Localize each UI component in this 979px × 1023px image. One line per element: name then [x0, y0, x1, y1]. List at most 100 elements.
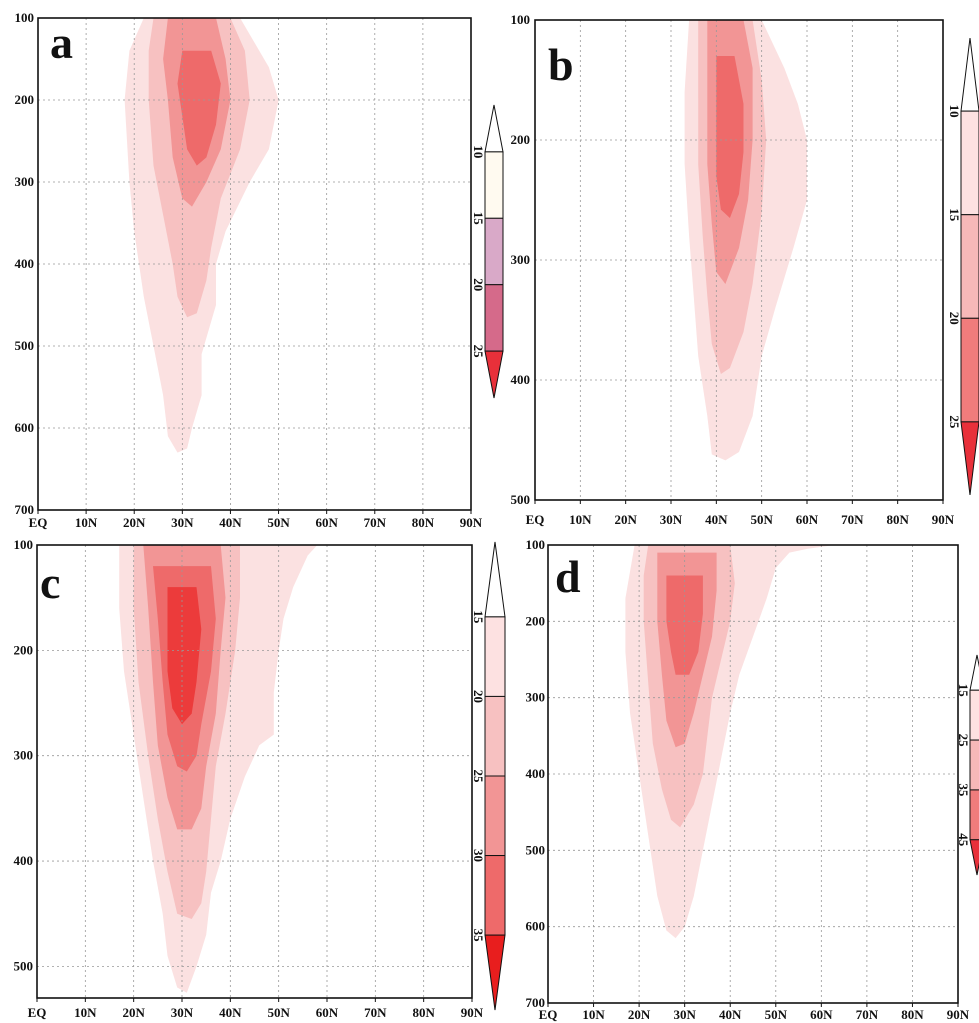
colorbar-label: 25	[471, 345, 486, 359]
colorbar-top-extension	[960, 37, 979, 112]
colorbar-segment	[960, 214, 979, 319]
gridlines	[548, 545, 958, 1003]
colorbar-label: 20	[947, 312, 962, 325]
x-tick-label: 90N	[947, 1007, 970, 1022]
y-tick-label: 400	[14, 853, 34, 868]
plot-frame	[37, 17, 472, 511]
x-tick-label: 90N	[932, 512, 955, 527]
y-tick-label: 300	[14, 748, 34, 763]
contour-level-5	[167, 587, 202, 725]
y-tick-label: 200	[526, 613, 546, 628]
x-tick-label: 20N	[614, 512, 637, 527]
x-tick-label: 50N	[267, 515, 290, 530]
y-tick-label: 700	[15, 502, 35, 517]
x-axis: EQ 10N 20N 30N 40N 50N 60N 70N 80N 90N	[28, 998, 484, 1020]
colorbar-label: 35	[471, 929, 486, 943]
colorbar-label: 45	[956, 833, 971, 847]
x-tick-label: 10N	[74, 1005, 97, 1020]
colorbar-label: 10	[947, 105, 962, 118]
colorbar-label: 15	[956, 684, 971, 698]
contour-level-4	[177, 50, 221, 166]
colorbar-bottom-extension	[960, 421, 979, 496]
colorbar: 15 20 25 30 35	[471, 541, 506, 1011]
panel-c: EQ 10N 20N 30N 40N 50N 60N 70N 80N 90N 100 200 300 40…	[14, 537, 506, 1020]
panel-letter: b	[548, 39, 574, 90]
y-tick-label: 500	[15, 338, 35, 353]
y-tick-label: 500	[511, 492, 531, 507]
colorbar-top-extension	[484, 104, 504, 153]
colorbar-bottom-extension	[484, 350, 504, 399]
y-tick-label: 100	[511, 12, 531, 27]
y-tick-label: 100	[526, 537, 546, 552]
y-tick-label: 500	[14, 958, 34, 973]
gridlines	[37, 545, 472, 998]
x-tick-label: 40N	[705, 512, 728, 527]
colorbar-segment	[484, 151, 504, 219]
x-tick-label: 20N	[122, 1005, 145, 1020]
x-tick-label: 60N	[315, 515, 338, 530]
x-tick-label: 40N	[719, 1007, 742, 1022]
y-tick-label: 600	[526, 919, 546, 934]
colorbar-top-extension	[484, 541, 506, 618]
x-tick-label: 30N	[660, 512, 683, 527]
y-tick-label: 500	[526, 842, 546, 857]
colorbar: 10 15 20 25	[947, 37, 979, 496]
y-tick-label: 100	[14, 537, 34, 552]
colorbar-segment	[484, 616, 506, 697]
colorbar-label: 15	[471, 212, 486, 226]
y-axis: 100 200 300 400 500 600 700	[15, 10, 35, 517]
x-tick-label: 60N	[796, 512, 819, 527]
colorbar-label: 15	[947, 208, 962, 222]
x-tick-label: 90N	[461, 1005, 484, 1020]
x-tick-label: 80N	[886, 512, 909, 527]
y-tick-label: 400	[15, 256, 35, 271]
x-tick-label: EQ	[539, 1007, 558, 1022]
panel-a: EQ 10N 20N 30N 40N 50N 60N 70N 80N 90N 100 200 300 40…	[15, 10, 504, 530]
contour-fills	[124, 18, 279, 453]
x-tick-label: 70N	[856, 1007, 879, 1022]
x-tick-label: 80N	[412, 1005, 435, 1020]
x-tick-label: 70N	[364, 1005, 387, 1020]
x-tick-label: EQ	[28, 1005, 47, 1020]
x-tick-label: 40N	[219, 1005, 242, 1020]
x-tick-label: 60N	[316, 1005, 339, 1020]
colorbar-segment	[484, 695, 506, 777]
colorbar-label: 20	[471, 690, 486, 703]
colorbar: 15 25 35 45	[956, 654, 979, 876]
colorbar-label: 25	[471, 770, 486, 784]
x-axis: EQ 10N 20N 30N 40N 50N 60N 70N 80N 90N	[526, 500, 955, 527]
colorbar: 10 15 20 25	[471, 104, 504, 399]
colorbar-label: 10	[471, 145, 486, 158]
y-tick-label: 300	[526, 690, 546, 705]
y-tick-label: 200	[15, 92, 35, 107]
plot-frame	[534, 19, 944, 501]
y-tick-label: 400	[526, 766, 546, 781]
x-tick-label: 10N	[582, 1007, 605, 1022]
y-tick-label: 300	[15, 174, 35, 189]
colorbar-label: 20	[471, 278, 486, 291]
plot-frame	[36, 544, 473, 999]
contour-level-4	[716, 56, 744, 218]
y-tick-label: 100	[15, 10, 35, 25]
x-tick-label: 40N	[219, 515, 242, 530]
x-tick-label: EQ	[526, 512, 545, 527]
colorbar-segment	[960, 110, 979, 216]
colorbar-segment	[484, 855, 506, 936]
colorbar-segment	[960, 317, 979, 423]
colorbar-segment	[484, 217, 504, 286]
x-tick-label: 60N	[810, 1007, 833, 1022]
x-tick-label: 90N	[460, 515, 483, 530]
x-axis: EQ 10N 20N 30N 40N 50N 60N 70N 80N 90N	[539, 1003, 970, 1022]
x-tick-label: 30N	[171, 515, 194, 530]
x-tick-label: 70N	[841, 512, 864, 527]
y-axis: 100 200 300 400 500	[511, 12, 531, 507]
x-tick-label: 10N	[75, 515, 98, 530]
x-tick-label: 80N	[901, 1007, 924, 1022]
panel-letter: d	[555, 551, 581, 602]
colorbar-label: 25	[947, 415, 962, 429]
colorbar-label: 30	[471, 849, 486, 862]
y-tick-label: 600	[15, 420, 35, 435]
panel-letter: a	[50, 17, 73, 68]
contour-fills	[684, 20, 807, 461]
